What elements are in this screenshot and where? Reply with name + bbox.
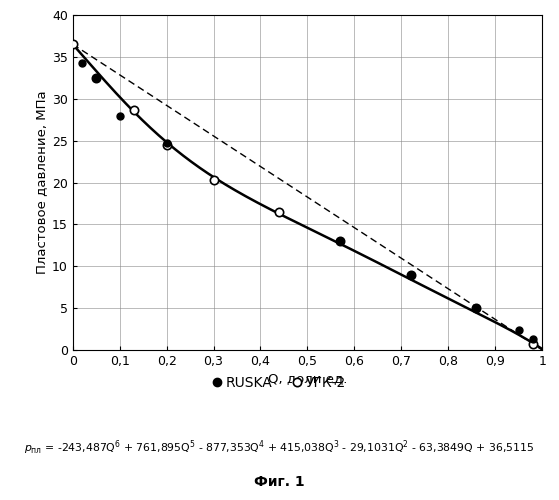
- Y-axis label: Пластовое давление, МПа: Пластовое давление, МПа: [35, 90, 48, 274]
- Text: Фиг. 1: Фиг. 1: [254, 476, 305, 490]
- Text: $p_{\rm пл}$ = -243,487Q$^6$ + 761,895Q$^5$ - 877,353Q$^4$ + 415,038Q$^3$ - 29,1: $p_{\rm пл}$ = -243,487Q$^6$ + 761,895Q$…: [25, 438, 534, 457]
- Legend: RUSKA, УГК-2: RUSKA, УГК-2: [207, 370, 352, 396]
- X-axis label: Q, доли ед.: Q, доли ед.: [268, 372, 347, 385]
